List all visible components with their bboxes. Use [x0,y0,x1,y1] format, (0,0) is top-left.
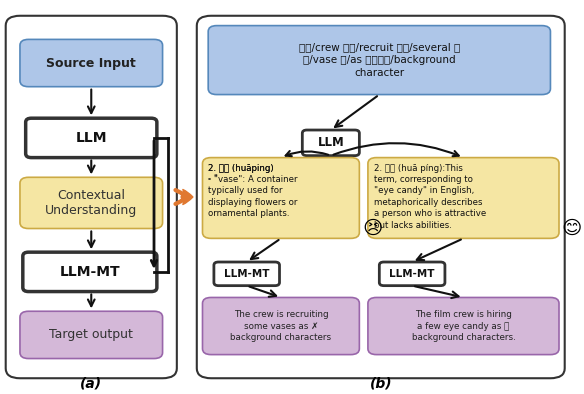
Text: The crew is recruiting
some vases as ✗
background characters: The crew is recruiting some vases as ✗ b… [230,310,332,342]
Text: LLM: LLM [318,136,344,149]
FancyBboxPatch shape [208,26,551,95]
Text: Contextual
Understanding: Contextual Understanding [45,189,137,217]
Text: (b): (b) [370,376,392,390]
Text: Target output: Target output [49,329,133,341]
Text: LLM-MT: LLM-MT [390,269,435,279]
Text: (a): (a) [80,376,102,390]
FancyBboxPatch shape [6,16,177,378]
FancyBboxPatch shape [368,158,559,238]
FancyBboxPatch shape [368,297,559,355]
Text: 2. 花瓶 (huā píng):This
term, corresponding to
"eye candy" in English,
metaphorica: 2. 花瓶 (huā píng):This term, correspondin… [374,164,486,230]
FancyBboxPatch shape [20,39,162,87]
Text: The film crew is hiring
a few eye candy as 🌿
background characters.: The film crew is hiring a few eye candy … [412,310,515,342]
FancyBboxPatch shape [197,16,565,378]
Text: 2. 花瓶 (huāping)
- ": 2. 花瓶 (huāping) - " [208,164,274,183]
Text: 😊: 😊 [562,219,582,238]
FancyBboxPatch shape [23,252,157,292]
Text: LLM-MT: LLM-MT [224,269,269,279]
Text: 😣: 😣 [362,219,383,238]
FancyBboxPatch shape [214,262,280,286]
FancyBboxPatch shape [20,311,162,359]
FancyBboxPatch shape [20,177,162,229]
Text: Source Input: Source Input [46,57,136,69]
FancyBboxPatch shape [303,130,359,156]
FancyBboxPatch shape [380,262,445,286]
FancyBboxPatch shape [203,158,359,238]
FancyBboxPatch shape [203,297,359,355]
Text: LLM-MT: LLM-MT [60,265,120,279]
Text: 剧组/crew 招聘/recruit 几个/several 花
瓶/vase 当/as 背景人物/background
character: 剧组/crew 招聘/recruit 几个/several 花 瓶/vase 当… [298,42,460,78]
FancyBboxPatch shape [26,118,157,158]
Text: 2. 花瓶 (huāping)
- "vase": A container
typically used for
displaying flowers or
o: 2. 花瓶 (huāping) - "vase": A container ty… [208,164,298,218]
Text: LLM: LLM [75,131,107,145]
